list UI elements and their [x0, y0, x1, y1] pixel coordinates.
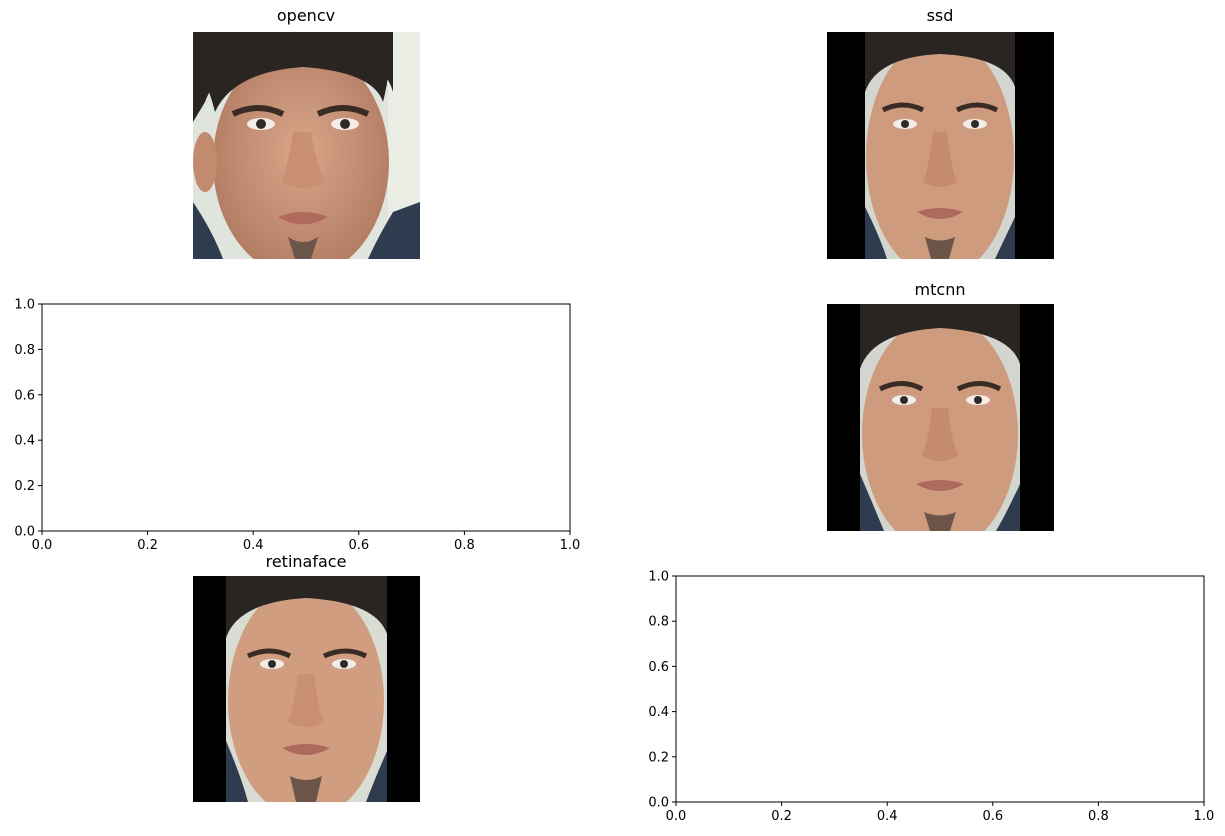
- x-tick-label: 0.8: [1088, 809, 1109, 824]
- x-tick-label: 0.2: [771, 809, 792, 824]
- x-tick-label: 0.4: [243, 538, 264, 553]
- x-tick-label: 0.4: [877, 809, 898, 824]
- panel-title-retinaface: retinaface: [265, 552, 347, 571]
- axes-frame: [41, 303, 571, 532]
- y-tick-label: 0.8: [648, 615, 669, 630]
- x-tick-label: 0.0: [666, 809, 687, 824]
- x-tick-label: 0.8: [454, 538, 475, 553]
- face-image-mtcnn: [827, 304, 1054, 531]
- x-tick-label: 1.0: [560, 538, 581, 553]
- y-tick-label: 0.0: [648, 796, 669, 811]
- y-tick-label: 0.2: [648, 750, 669, 765]
- panel-title-ssd: ssd: [926, 6, 954, 25]
- panel-title-mtcnn: mtcnn: [914, 280, 966, 299]
- y-tick-label: 0.2: [14, 479, 35, 494]
- x-tick-label: 0.6: [348, 538, 369, 553]
- y-tick-label: 0.6: [648, 660, 669, 675]
- face-image-ssd: [827, 32, 1054, 259]
- y-tick-label: 0.4: [648, 705, 669, 720]
- x-tick-label: 0.2: [137, 538, 158, 553]
- face-image-opencv: [193, 32, 420, 259]
- x-tick-label: 1.0: [1194, 809, 1215, 824]
- y-tick-label: 1.0: [648, 570, 669, 585]
- axes-2: 0.0 0.2 0.4 0.6 0.8 1.0 0.0 0.2 0.4 0.6 0.8 1.0: [648, 570, 1214, 825]
- face-image-retinaface: [193, 576, 420, 802]
- x-tick-label: 0.6: [982, 809, 1003, 824]
- axes-1: 0.0 0.2 0.4 0.6 0.8 1.0 0.0 0.2 0.4 0.6 0.8 1.0: [14, 298, 580, 554]
- y-tick-label: 0.8: [14, 343, 35, 358]
- y-tick-label: 0.4: [14, 434, 35, 449]
- x-tick-label: 0.0: [32, 538, 53, 553]
- panel-title-opencv: opencv: [276, 6, 336, 25]
- y-tick-label: 0.6: [14, 388, 35, 403]
- y-tick-label: 1.0: [14, 298, 35, 313]
- axes-frame: [675, 575, 1205, 803]
- y-tick-label: 0.0: [14, 525, 35, 540]
